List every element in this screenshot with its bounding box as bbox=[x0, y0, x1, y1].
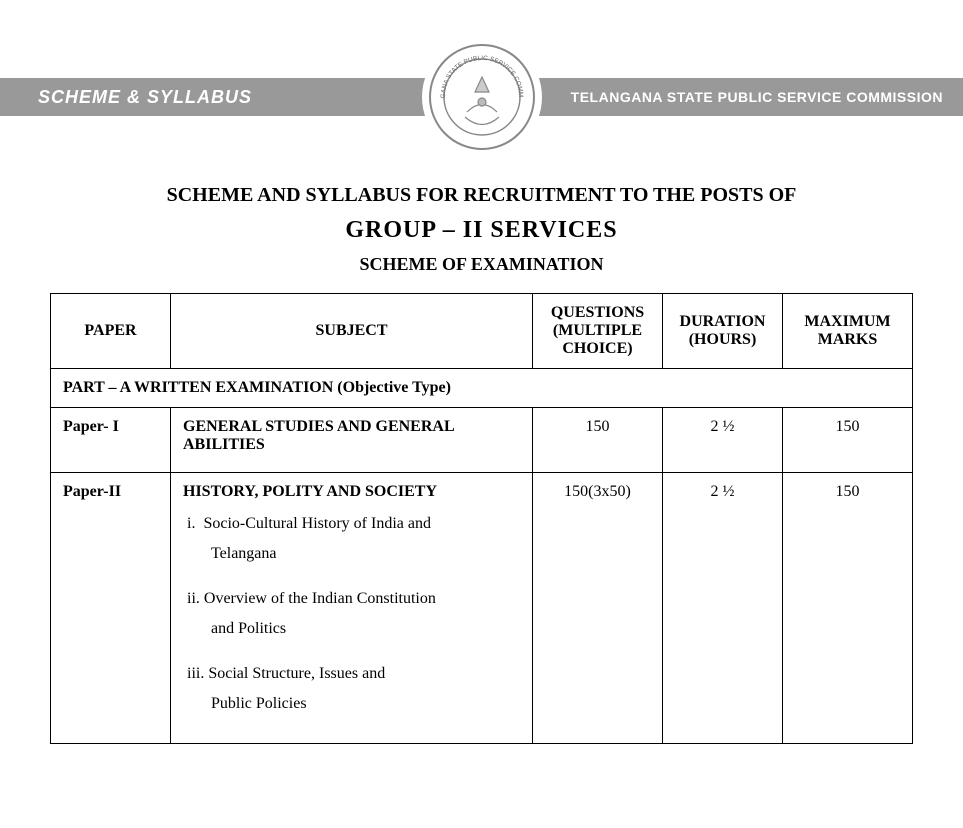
commission-seal: TELANGANA STATE PUBLIC SERVICE COMMISSIO… bbox=[422, 37, 542, 157]
col-questions-header: QUESTIONS (MULTIPLE CHOICE) bbox=[533, 294, 663, 369]
table-row: Paper-II HISTORY, POLITY AND SOCIETY i. … bbox=[51, 473, 913, 744]
section-a-label: PART – A WRITTEN EXAMINATION (Objective … bbox=[51, 369, 913, 408]
col-duration-header: DURATION (HOURS) bbox=[663, 294, 783, 369]
subject-title: HISTORY, POLITY AND SOCIETY bbox=[183, 483, 520, 501]
scheme-table: PAPER SUBJECT QUESTIONS (MULTIPLE CHOICE… bbox=[50, 293, 913, 744]
subject-title: GENERAL STUDIES AND GENERAL ABILITIES bbox=[183, 418, 520, 454]
paper-cell: Paper-II bbox=[51, 473, 171, 744]
duration-cell: 2 ½ bbox=[663, 473, 783, 744]
paper-cell: Paper- I bbox=[51, 408, 171, 473]
title-line-3: SCHEME OF EXAMINATION bbox=[50, 254, 913, 275]
title-line-1: SCHEME AND SYLLABUS FOR RECRUITMENT TO T… bbox=[50, 184, 913, 207]
col-marks-header: MAXIMUM MARKS bbox=[783, 294, 913, 369]
document-main: SCHEME AND SYLLABUS FOR RECRUITMENT TO T… bbox=[0, 116, 963, 744]
title-block: SCHEME AND SYLLABUS FOR RECRUITMENT TO T… bbox=[50, 184, 913, 275]
subject-cell: GENERAL STUDIES AND GENERAL ABILITIES bbox=[171, 408, 533, 473]
seal-icon: TELANGANA STATE PUBLIC SERVICE COMMISSIO… bbox=[427, 42, 537, 152]
section-a-row: PART – A WRITTEN EXAMINATION (Objective … bbox=[51, 369, 913, 408]
questions-cell: 150(3x50) bbox=[533, 473, 663, 744]
list-item: iii. Social Structure, Issues and Public… bbox=[187, 659, 520, 720]
subject-items: i. Socio-Cultural History of India and T… bbox=[183, 509, 520, 719]
marks-cell: 150 bbox=[783, 473, 913, 744]
list-item: ii. Overview of the Indian Constitution … bbox=[187, 584, 520, 645]
header-right-label: TELANGANA STATE PUBLIC SERVICE COMMISSIO… bbox=[571, 89, 963, 105]
list-item: i. Socio-Cultural History of India and T… bbox=[187, 509, 520, 570]
title-line-2: GROUP – II SERVICES bbox=[50, 217, 913, 244]
marks-cell: 150 bbox=[783, 408, 913, 473]
table-header-row: PAPER SUBJECT QUESTIONS (MULTIPLE CHOICE… bbox=[51, 294, 913, 369]
header-band: SCHEME & SYLLABUS TELANGANA STATE PUBLIC… bbox=[0, 78, 963, 116]
header-left-label: SCHEME & SYLLABUS bbox=[0, 87, 252, 108]
col-paper-header: PAPER bbox=[51, 294, 171, 369]
questions-cell: 150 bbox=[533, 408, 663, 473]
table-row: Paper- I GENERAL STUDIES AND GENERAL ABI… bbox=[51, 408, 913, 473]
col-subject-header: SUBJECT bbox=[171, 294, 533, 369]
subject-cell: HISTORY, POLITY AND SOCIETY i. Socio-Cul… bbox=[171, 473, 533, 744]
duration-cell: 2 ½ bbox=[663, 408, 783, 473]
